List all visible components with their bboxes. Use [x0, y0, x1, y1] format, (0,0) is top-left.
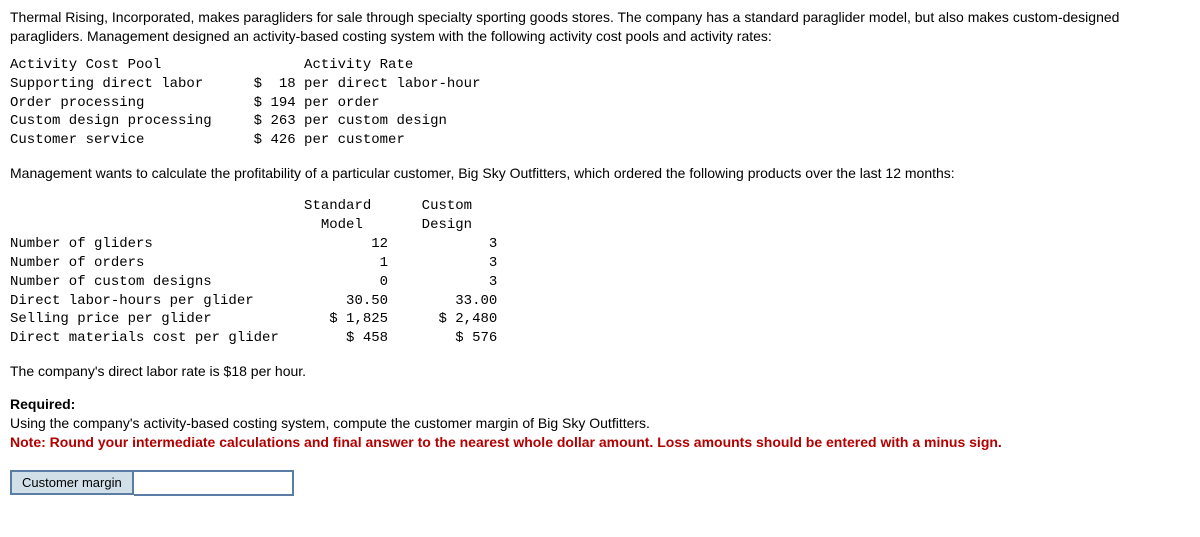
product-data-table: Standard Custom Model Design Number of g… — [10, 197, 1190, 348]
customer-margin-label: Customer margin — [10, 470, 134, 495]
activity-cost-table: Activity Cost Pool Activity Rate Support… — [10, 56, 1190, 150]
intro-paragraph: Thermal Rising, Incorporated, makes para… — [10, 8, 1190, 46]
required-note: Note: Round your intermediate calculatio… — [10, 433, 1190, 452]
mid-paragraph: Management wants to calculate the profit… — [10, 164, 1190, 183]
customer-margin-input[interactable] — [134, 470, 294, 496]
required-line: Using the company's activity-based costi… — [10, 414, 1190, 433]
required-heading: Required: — [10, 395, 1190, 414]
labor-rate-line: The company's direct labor rate is $18 p… — [10, 362, 1190, 381]
